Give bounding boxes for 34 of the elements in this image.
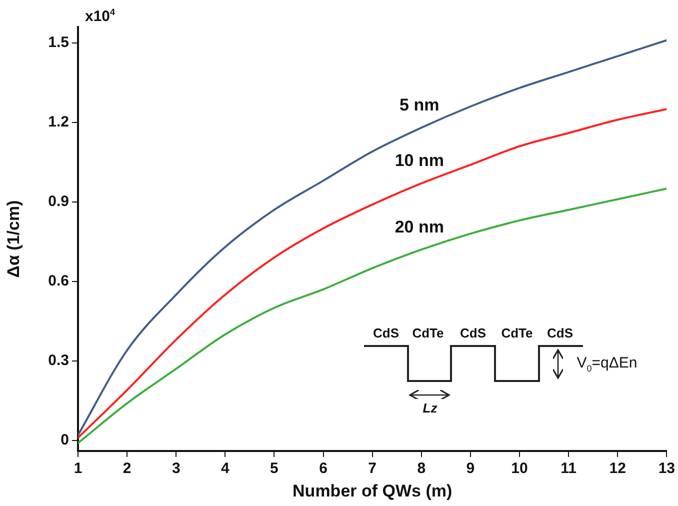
- y-tick-label: 1.5: [48, 34, 69, 52]
- annotation: CdS: [547, 326, 573, 340]
- annotation: V$_{0}$=qΔEn: [576, 354, 638, 374]
- x-tick-label: 7: [368, 460, 376, 478]
- y-axis-title: Δα (1/cm): [4, 200, 23, 278]
- line-series: [78, 39, 667, 436]
- annotation: Lz: [422, 400, 438, 416]
- x-tick-label: 5: [270, 460, 278, 478]
- series-label: 20 nm: [394, 217, 444, 236]
- x-tick-label: 12: [609, 460, 626, 478]
- x-tick-label: 2: [122, 460, 132, 478]
- annotation: CdS: [373, 326, 399, 340]
- annotation: CdTe: [501, 326, 533, 340]
- x-tick-label: 1: [74, 460, 82, 478]
- annotation: CdTe: [412, 326, 444, 340]
- x-tick-label: 4: [220, 460, 230, 478]
- text: x10$^{4}$: [84, 7, 116, 25]
- x-tick-label: 9: [466, 460, 475, 478]
- x-tick-label: 6: [319, 460, 328, 478]
- annotation: CdS: [460, 326, 486, 340]
- x-tick-label: 8: [417, 460, 426, 478]
- y-tick-label: 0.3: [48, 352, 69, 370]
- x-tick-label: 13: [658, 460, 675, 478]
- line-series: [78, 188, 667, 444]
- y-tick-label: 0.6: [48, 272, 69, 290]
- y-tick-label: 0: [60, 432, 69, 449]
- y-tick-label: 0.9: [48, 193, 69, 210]
- x-tick-label: 10: [511, 460, 528, 478]
- x-tick-label: 3: [172, 460, 180, 478]
- y-tick-label: 1.2: [48, 114, 69, 131]
- x-axis-title: Number of QWs (m): [292, 481, 452, 500]
- series-label: 10 nm: [394, 151, 444, 170]
- x-tick-label: 11: [560, 460, 576, 478]
- series-label: 5 nm: [400, 95, 440, 114]
